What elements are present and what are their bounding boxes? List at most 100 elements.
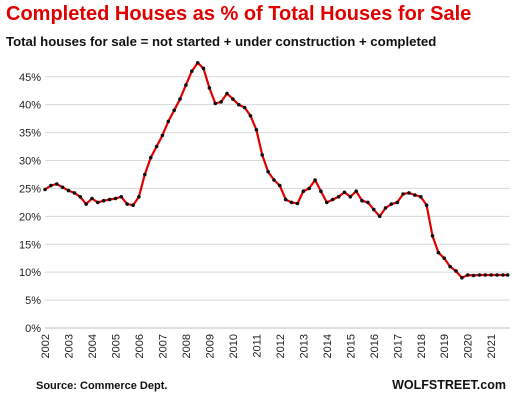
data-point [201,66,206,71]
data-point [72,191,77,195]
x-tick-label: 2020 [463,334,475,358]
data-point [148,155,153,160]
x-tick-label: 2010 [228,334,240,358]
data-point [424,203,429,207]
y-tick-label: 5% [25,295,41,307]
data-point [301,189,306,193]
series-line [44,61,508,279]
x-tick-label: 2018 [416,334,428,358]
y-tick-label: 35% [19,128,41,140]
y-tick-label: 40% [19,100,41,112]
y-tick-label: 25% [19,183,41,195]
x-tick-label: 2017 [392,334,404,358]
x-tick-label: 2012 [275,334,287,358]
x-tick-label: 2015 [345,334,357,358]
data-point [96,200,100,205]
data-point [307,186,312,191]
x-tick-label: 2014 [322,334,334,358]
data-point [107,197,112,202]
data-point [436,250,441,255]
data-point [272,178,276,182]
data-point [413,193,417,197]
x-tick-label: 2008 [181,334,193,358]
data-point [448,264,452,269]
data-point [295,201,300,206]
data-point [237,102,241,107]
data-point [160,133,165,138]
data-point [366,200,370,205]
data-point [483,273,488,277]
x-tick-label: 2019 [439,334,451,358]
data-point [225,91,229,96]
data-point [360,198,364,203]
data-point [283,197,288,202]
data-point [342,190,347,195]
data-point [166,119,171,124]
data-point [383,206,388,210]
data-point [260,153,265,157]
data-point [54,182,59,186]
y-tick-label: 30% [19,156,41,168]
data-point [231,97,235,101]
data-point [190,69,194,73]
y-tick-label: 15% [19,239,41,251]
x-tick-label: 2007 [157,334,169,358]
data-point [354,189,359,193]
series-line-layer [44,61,508,279]
data-point [195,61,200,65]
data-point [184,83,188,87]
x-tick-label: 2006 [134,334,146,358]
brand-label: WOLFSTREET.com [392,378,506,392]
data-point [430,234,435,238]
data-point [131,203,135,207]
x-tick-label: 2016 [369,334,381,358]
y-tick-label: 20% [19,211,41,223]
data-point [143,172,147,177]
data-point [289,200,294,205]
data-point [49,183,53,188]
data-point [325,200,329,205]
data-point [454,269,458,273]
x-axis-ticks: 2002 2003 2004 2005 2006 2007 2008 2009 2010 2011… [40,334,498,358]
data-point [336,195,341,199]
data-point [43,187,47,192]
data-point [495,273,499,277]
data-point [242,105,247,110]
data-point [101,198,106,203]
data-point [401,192,405,196]
data-point [471,273,476,278]
data-point [278,183,282,188]
data-point [60,185,65,190]
data-point [125,202,129,206]
data-point [178,97,182,101]
x-tick-label: 2004 [87,334,99,358]
data-point [372,207,376,212]
data-point [313,178,317,182]
y-tick-label: 0% [25,323,41,335]
x-tick-label: 2021 [486,334,498,358]
data-point [219,100,223,104]
data-point [319,189,323,193]
data-point [395,200,400,205]
series-marker-layer [43,61,510,280]
data-point [501,273,505,277]
y-tick-label: 45% [19,72,41,84]
data-point [213,101,218,106]
data-point [84,202,88,206]
source-note: Source: Commerce Dept. [36,380,168,392]
gridlines [45,76,510,329]
data-point [66,188,71,193]
data-point [266,169,270,174]
x-tick-label: 2013 [298,334,310,358]
x-tick-label: 2011 [251,334,263,358]
data-point [172,108,176,113]
data-point [407,191,411,195]
y-tick-label: 10% [19,267,41,279]
y-axis-ticks: 0% 5% 10% 15% 20% 25% 30% 35% 40% 45% [19,72,41,335]
data-point [154,144,159,149]
data-point [78,195,82,199]
data-point [113,196,118,201]
data-point [477,273,482,277]
x-tick-label: 2005 [110,334,122,358]
